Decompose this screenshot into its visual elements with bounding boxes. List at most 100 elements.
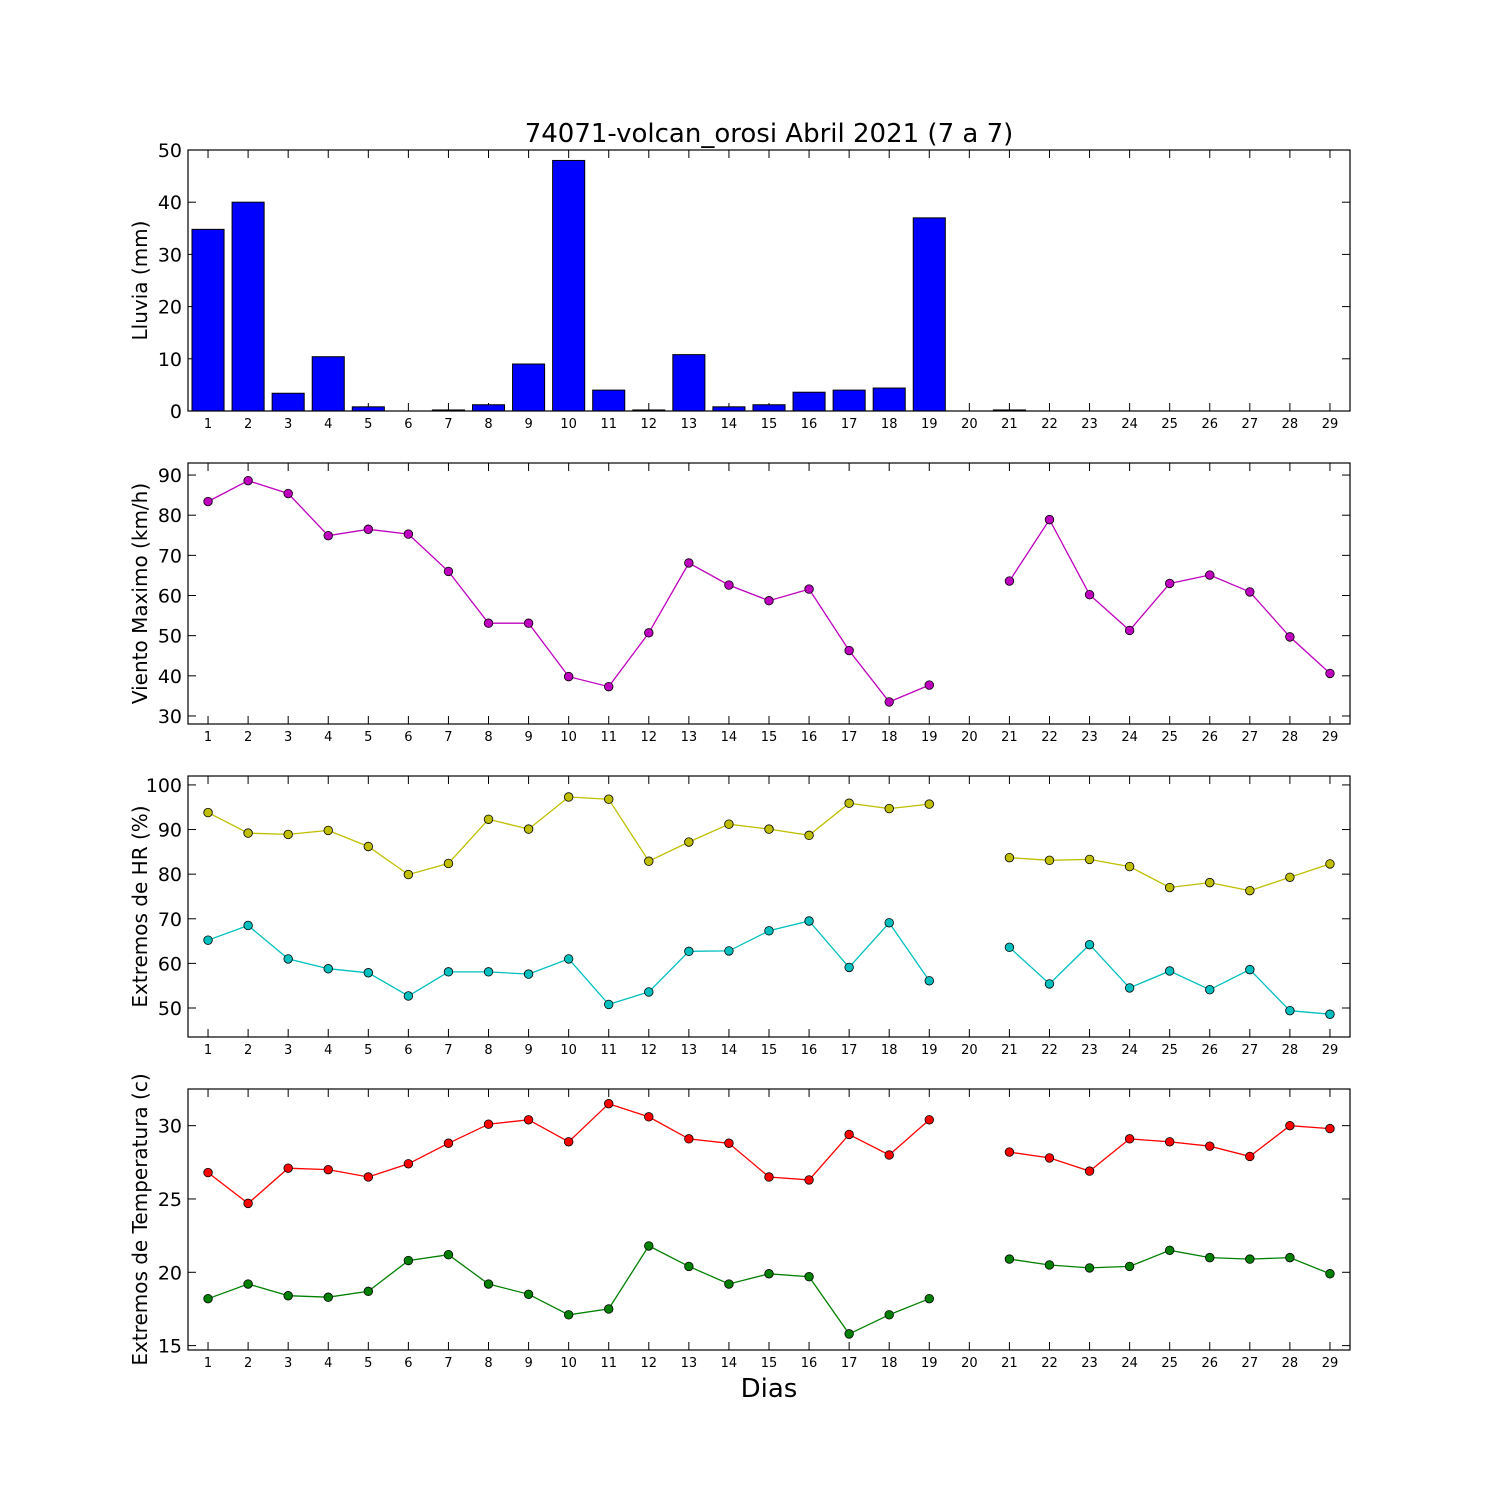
- data-point: [1285, 1252, 1295, 1263]
- y-tick-label: 25: [158, 1189, 182, 1211]
- data-point: [523, 618, 534, 628]
- data-point: [1164, 882, 1175, 893]
- x-tick-label: 25: [1161, 1356, 1178, 1371]
- bar: [512, 363, 546, 412]
- data-point: [1164, 966, 1175, 976]
- data-point: [804, 916, 814, 926]
- data-point: [724, 819, 734, 829]
- data-point: [804, 584, 814, 594]
- data-point: [283, 1291, 293, 1301]
- data-point: [604, 999, 614, 1010]
- x-tick-label: 9: [524, 730, 532, 745]
- data-point: [323, 1292, 333, 1302]
- x-tick-label: 21: [1001, 1356, 1018, 1371]
- data-point: [1245, 1254, 1255, 1264]
- data-point: [644, 628, 654, 638]
- x-tick-label: 11: [600, 417, 617, 432]
- x-tick-label: 26: [1201, 1356, 1218, 1371]
- y-axis-label: Viento Maximo (km/h): [128, 483, 152, 704]
- x-tick-label: 20: [961, 730, 978, 745]
- x-tick-label: 9: [524, 1356, 532, 1371]
- data-point: [203, 496, 213, 507]
- x-tick-label: 26: [1201, 1043, 1218, 1058]
- x-tick-label: 18: [881, 417, 898, 432]
- x-tick-label: 23: [1081, 1356, 1098, 1371]
- x-tick-label: 25: [1161, 1043, 1178, 1058]
- data-point: [403, 1159, 414, 1169]
- data-point: [483, 1119, 494, 1129]
- data-point: [684, 1261, 694, 1272]
- data-point: [323, 530, 333, 541]
- data-point: [203, 935, 213, 945]
- y-tick-label: 30: [158, 706, 182, 728]
- x-tick-label: 19: [921, 1356, 938, 1371]
- data-point: [283, 829, 293, 840]
- data-point: [1084, 854, 1095, 865]
- x-tick-label: 11: [600, 730, 617, 745]
- data-point: [1164, 578, 1175, 589]
- x-tick-label: 5: [364, 1356, 372, 1371]
- x-tick-label: 16: [801, 730, 818, 745]
- data-point: [1004, 1147, 1015, 1157]
- data-point: [203, 807, 213, 818]
- y-tick-label: 20: [158, 1262, 182, 1284]
- data-point: [443, 967, 454, 977]
- x-tick-label: 5: [364, 417, 372, 432]
- data-point: [1285, 632, 1295, 642]
- x-tick-label: 2: [244, 1356, 252, 1371]
- x-tick-label: 7: [444, 417, 452, 432]
- y-axis-label: Extremos de Temperatura (c): [128, 1073, 152, 1365]
- x-tick-label: 27: [1242, 1356, 1259, 1371]
- y-tick-label: 70: [158, 909, 182, 931]
- data-point: [1325, 1269, 1335, 1279]
- x-tick-label: 14: [721, 1356, 738, 1371]
- y-tick-label: 90: [158, 820, 182, 842]
- plot-frame: [187, 462, 1351, 725]
- x-tick-label: 29: [1322, 1043, 1339, 1058]
- y-tick-label: 80: [158, 864, 182, 886]
- data-point: [1245, 885, 1255, 896]
- y-tick-label: 10: [158, 349, 182, 371]
- x-tick-label: 19: [921, 1043, 938, 1058]
- x-tick-label: 24: [1121, 1043, 1138, 1058]
- x-tick-label: 3: [284, 1043, 292, 1058]
- bar: [712, 406, 746, 412]
- bar: [311, 356, 345, 412]
- x-tick-label: 20: [961, 417, 978, 432]
- x-tick-label: 18: [881, 1356, 898, 1371]
- x-tick-label: 4: [324, 730, 332, 745]
- y-tick-label: 60: [158, 586, 182, 608]
- data-point: [1044, 1153, 1055, 1163]
- data-point: [1245, 1151, 1255, 1162]
- data-point: [884, 918, 894, 928]
- y-tick-label: 70: [158, 545, 182, 567]
- x-tick-label: 21: [1001, 417, 1018, 432]
- bar: [592, 389, 626, 412]
- data-point: [1164, 1245, 1175, 1255]
- data-point: [1044, 855, 1055, 866]
- data-point: [1124, 1134, 1135, 1144]
- x-tick-label: 13: [681, 1043, 698, 1058]
- x-tick-label: 6: [404, 1043, 412, 1058]
- data-point: [604, 794, 614, 804]
- data-point: [884, 1150, 894, 1160]
- x-tick-label: 28: [1282, 1356, 1299, 1371]
- data-point: [563, 954, 574, 964]
- data-point: [323, 825, 333, 836]
- bar: [792, 391, 826, 412]
- data-point: [1285, 1120, 1295, 1131]
- data-point: [1325, 668, 1335, 679]
- plot-frame: [187, 775, 1351, 1038]
- x-tick-label: 26: [1201, 730, 1218, 745]
- bar: [271, 392, 305, 412]
- data-point: [1004, 942, 1015, 953]
- x-tick-label: 16: [801, 1043, 818, 1058]
- y-tick-label: 90: [158, 465, 182, 487]
- data-point: [563, 792, 574, 802]
- data-point: [604, 1304, 614, 1314]
- x-tick-label: 4: [324, 1356, 332, 1371]
- data-point: [724, 1279, 734, 1289]
- data-point: [844, 798, 854, 808]
- plot-frame: [187, 149, 1351, 412]
- data-point: [684, 558, 694, 568]
